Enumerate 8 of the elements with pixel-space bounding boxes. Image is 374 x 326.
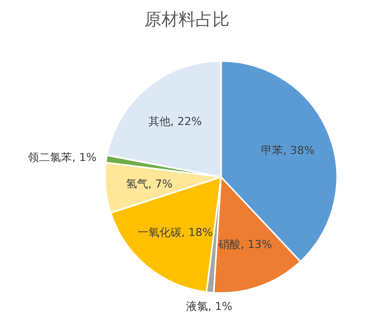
slice-label: 硝酸, 13% xyxy=(218,238,272,252)
slice-label: 领二氯苯, 1% xyxy=(28,150,97,164)
slice-label: 液氯, 1% xyxy=(186,300,232,313)
slice-label: 其他, 22% xyxy=(148,115,202,128)
slice-label: 甲苯, 38% xyxy=(261,144,315,158)
slice-label: 一氧化碳, 18% xyxy=(137,226,213,239)
chart-title: 原材料占比 xyxy=(144,9,230,31)
slice-label: 氢气, 7% xyxy=(126,177,173,190)
